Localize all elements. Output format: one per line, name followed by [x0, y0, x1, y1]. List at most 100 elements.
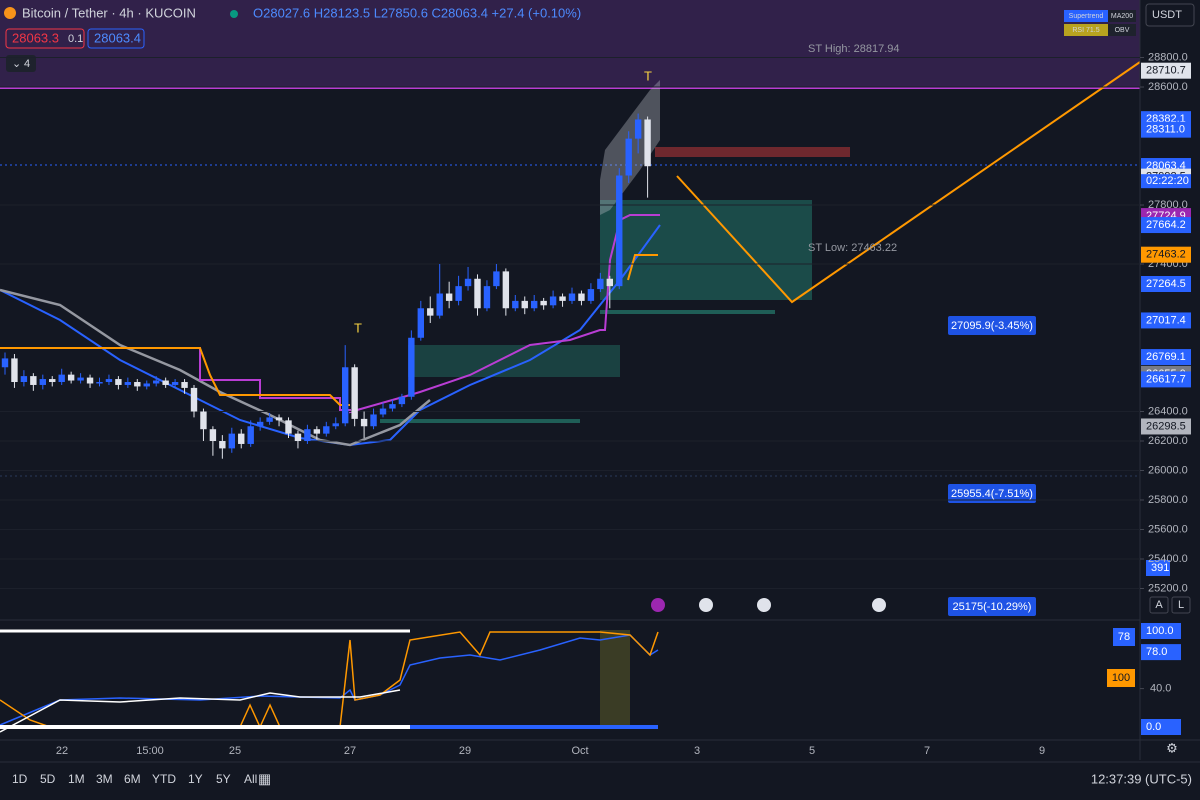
badge-label: MA200	[1111, 13, 1133, 20]
badge-label: RSI 71.5	[1072, 27, 1099, 34]
projection-line	[676, 61, 1141, 304]
range-button[interactable]: 5D	[40, 772, 56, 786]
candle-body	[228, 433, 235, 449]
ask: 28063.4	[94, 30, 141, 45]
supertrend-up	[627, 254, 658, 281]
clock: 12:37:39 (UTC-5)	[1091, 771, 1192, 786]
auto-scale[interactable]	[1149, 596, 1169, 614]
candle-body	[417, 308, 424, 338]
range-button[interactable]: 1M	[68, 772, 85, 786]
price-tag	[1141, 246, 1191, 263]
price-tag	[1141, 312, 1191, 329]
candle-body	[67, 374, 75, 381]
candle-body	[464, 278, 472, 287]
osc-tag-label: 78	[1118, 631, 1130, 643]
range-button[interactable]: 5Y	[216, 772, 231, 786]
event-icon[interactable]	[757, 598, 771, 612]
volume-tag-label: 391	[1151, 562, 1169, 574]
price-tag	[1141, 217, 1191, 234]
range-button[interactable]: 6M	[124, 772, 141, 786]
log-scale[interactable]	[1171, 596, 1191, 614]
candle-body	[625, 138, 632, 176]
indicator-count: 4	[24, 58, 30, 70]
ohlc: O28027.6 H28123.5 L27850.6 C28063.4 +27.…	[253, 5, 581, 20]
range-button[interactable]: 1Y	[188, 772, 203, 786]
zone-line	[600, 310, 775, 314]
badge[interactable]	[1064, 10, 1108, 22]
candle-body	[634, 119, 642, 139]
indicator-toggle[interactable]	[6, 55, 36, 72]
candle-body	[96, 382, 103, 384]
event-icon[interactable]	[651, 598, 665, 612]
price-tag	[1141, 418, 1191, 435]
range-button[interactable]: 3M	[96, 772, 113, 786]
x-tick-label: 15:00	[136, 745, 164, 757]
osc-axis-tag-label: 78.0	[1146, 646, 1167, 658]
bid-box[interactable]	[5, 28, 85, 49]
candle-body	[190, 387, 198, 412]
settings-icon[interactable]: ⚙	[1166, 740, 1178, 755]
target-box	[948, 316, 1036, 335]
x-tick-label: 5	[809, 745, 815, 757]
range-bar: 1D 5D 1M 3M 6M YTD 1Y 5Y All	[12, 772, 257, 786]
candle-body	[20, 376, 28, 383]
loss-zone	[655, 147, 850, 157]
log-scale-label: L	[1178, 599, 1184, 611]
price-tag-label: 28710.7	[1146, 65, 1186, 77]
candle-body	[578, 293, 585, 301]
candle-body	[304, 429, 311, 442]
st-high-label: ST High: 28817.94	[808, 43, 900, 55]
osc-tag	[1113, 628, 1135, 646]
range-button[interactable]: All	[244, 772, 257, 786]
candle-body	[86, 377, 94, 384]
countdown-bg	[1141, 174, 1191, 189]
currency-select[interactable]	[1145, 3, 1195, 27]
range-button[interactable]: 1D	[12, 772, 28, 786]
signal-marker: T	[354, 320, 362, 335]
ask-box[interactable]	[87, 28, 145, 49]
osc-tag-label: 100	[1112, 672, 1130, 684]
candle-body	[124, 382, 132, 385]
supertrend-down	[0, 347, 350, 406]
symbol[interactable]: Bitcoin / Tether · 4h · KUCOIN	[22, 5, 196, 20]
countdown: 02:22:20	[1146, 175, 1189, 187]
x-tick-label: 25	[229, 745, 241, 757]
y-tick-label: 25600.0	[1148, 523, 1188, 535]
badge[interactable]	[1064, 24, 1108, 36]
st-low-label: ST Low: 27463.22	[808, 242, 897, 254]
candle-body	[256, 421, 264, 427]
candle-body	[171, 382, 179, 385]
osc-orange	[0, 631, 659, 729]
calendar-icon[interactable]: ▦	[258, 771, 271, 787]
candle-body	[616, 175, 623, 287]
event-icon[interactable]	[699, 598, 713, 612]
candle-body	[238, 433, 245, 444]
badge[interactable]	[1108, 24, 1136, 36]
badge-label: Supertrend	[1069, 13, 1104, 20]
volume-tag	[1146, 560, 1170, 576]
candle-body	[58, 374, 65, 383]
candle-body	[512, 300, 519, 309]
price-tag-label: 27264.5	[1146, 278, 1186, 290]
candle-body	[521, 300, 528, 309]
candle-body	[181, 382, 188, 388]
x-tick-label: 9	[1039, 745, 1045, 757]
ma-line	[0, 224, 661, 447]
candle-body	[379, 408, 387, 415]
candle-body	[493, 271, 500, 287]
range-button[interactable]: YTD	[152, 772, 176, 786]
price-tag	[1141, 62, 1191, 79]
candle-body	[559, 296, 566, 301]
signal-marker: T	[644, 68, 652, 83]
candle-body	[105, 379, 113, 383]
candle-body	[644, 119, 651, 167]
event-icon[interactable]	[872, 598, 886, 612]
bid: 28063.3	[12, 30, 59, 45]
candle-body	[436, 293, 443, 316]
osc-highlight	[600, 630, 630, 727]
badge[interactable]	[1108, 10, 1136, 22]
target-label: 25955.4(-7.51%)	[951, 488, 1033, 500]
ma200-line	[0, 288, 431, 447]
candle-body	[39, 379, 46, 385]
